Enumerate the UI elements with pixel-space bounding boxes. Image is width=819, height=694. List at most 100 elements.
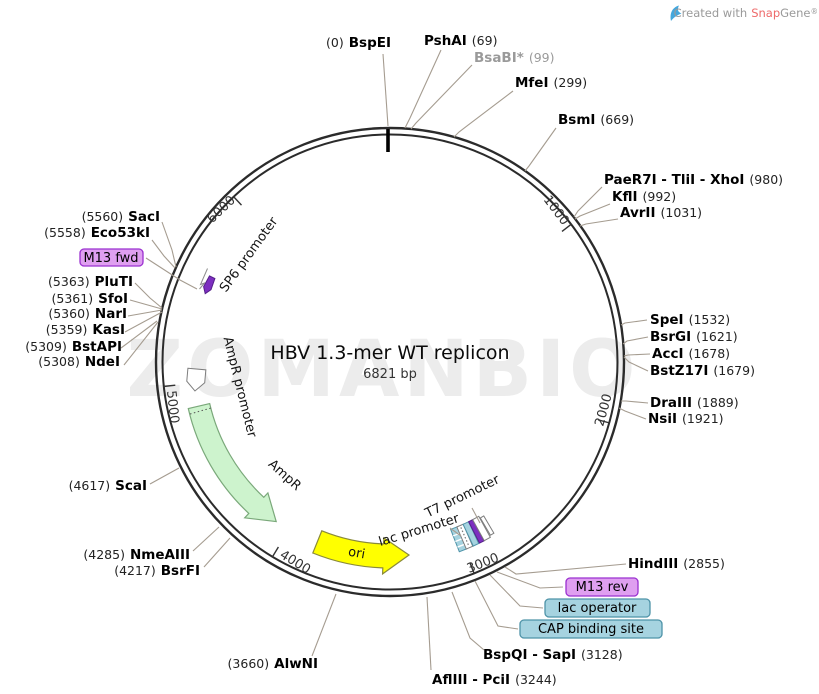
site-label-eco53ki: (5558) Eco53kI bbox=[44, 225, 150, 241]
leader-kfli bbox=[574, 203, 611, 220]
ori-label: ori bbox=[347, 545, 366, 563]
ampr-gene-arrow bbox=[187, 402, 278, 523]
leader-cap-binding-site bbox=[474, 580, 519, 630]
plasmid-title: HBV 1.3-mer WT replicon bbox=[270, 342, 509, 364]
leader-alwni bbox=[311, 593, 337, 657]
restriction-site-labels: (0) BspEI PshAI (69) BsaBI* (99) MfeI (299) … bbox=[25, 33, 783, 688]
leader-bstapi bbox=[120, 320, 158, 349]
leader-nari bbox=[127, 309, 163, 317]
backbone-inner-ring bbox=[161, 133, 619, 591]
site-label-paer7i-tlii-xhoi: PaeR7I - TliI - XhoI (980) bbox=[604, 172, 783, 188]
leader-paer7i bbox=[573, 186, 603, 218]
site-label-bsmi: BsmI (669) bbox=[558, 112, 634, 128]
t7-promoter-glyph-outline bbox=[479, 515, 495, 536]
sp6-promoter-arrow bbox=[203, 275, 216, 295]
snapgene-credit: Created with SnapGene® bbox=[670, 5, 818, 21]
credit-text: Created with SnapGene® bbox=[674, 6, 818, 20]
m13-fwd-box bbox=[79, 248, 144, 267]
tick-4000 bbox=[271, 546, 279, 558]
lac-operator-box bbox=[544, 598, 651, 618]
site-label-nari: (5360) NarI bbox=[48, 306, 127, 322]
leader-bstz17i bbox=[623, 356, 649, 372]
site-label-kfli: KflI (992) bbox=[612, 189, 676, 205]
snapgene-logo-icon bbox=[670, 5, 682, 21]
leader-pshai bbox=[404, 49, 442, 129]
ori-arrow bbox=[312, 530, 411, 576]
site-label-acci: AccI (1678) bbox=[652, 346, 730, 362]
watermark-text: ZOMANBIO bbox=[127, 325, 640, 415]
lac-operator-label: lac operator bbox=[558, 601, 637, 616]
leader-afliii bbox=[426, 596, 432, 671]
site-label-bsabi: BsaBI* (99) bbox=[474, 50, 554, 66]
leader-bsmi bbox=[524, 127, 557, 172]
leader-spei bbox=[620, 319, 648, 326]
leader-bspqi bbox=[451, 591, 485, 651]
scale-label-4000: 4000 bbox=[277, 548, 313, 578]
m13-fwd-label: M13 fwd bbox=[83, 251, 138, 266]
tick-5000 bbox=[163, 384, 176, 388]
leader-sfoi bbox=[129, 299, 163, 310]
site-label-spei: SpeI (1532) bbox=[650, 312, 730, 328]
boxed-feature-labels: M13 fwd M13 rev lac operator CAP binding… bbox=[79, 248, 663, 639]
leader-bsrgi bbox=[622, 336, 649, 345]
mcs-feature-glyphs bbox=[449, 515, 495, 553]
leader-lac-operator bbox=[489, 574, 544, 609]
site-label-bstapi: (5309) BstAPI bbox=[25, 339, 122, 355]
leader-avrii bbox=[579, 218, 619, 227]
site-label-mfei: MfeI (299) bbox=[515, 75, 587, 91]
site-label-bsrgi: BsrGI (1621) bbox=[650, 329, 738, 345]
t7-promoter-label: T7 promoter bbox=[422, 472, 503, 522]
site-label-nsii: NsiI (1921) bbox=[648, 411, 724, 427]
m13-fwd-primer-glyph bbox=[199, 268, 208, 290]
site-label-sfoi: (5361) SfoI bbox=[52, 291, 128, 307]
site-label-pluti: (5363) PluTI bbox=[48, 274, 133, 290]
leader-nsii bbox=[618, 407, 647, 420]
m13-rev-label: M13 rev bbox=[576, 580, 629, 595]
cap-binding-site-box bbox=[519, 619, 663, 639]
leader-kasi bbox=[124, 311, 163, 333]
lac-promoter-label: lac promoter bbox=[377, 511, 462, 550]
leader-saci bbox=[161, 221, 177, 268]
site-label-pshai: PshAI (69) bbox=[424, 33, 497, 49]
site-label-bstz17i: BstZ17I (1679) bbox=[650, 363, 755, 379]
site-label-kasi: (5359) KasI bbox=[46, 322, 125, 338]
site-label-alwni: (3660) AlwNI bbox=[228, 656, 318, 672]
site-label-saci: (5560) SacI bbox=[82, 209, 160, 225]
scale-label-3000: 3000 bbox=[465, 551, 501, 577]
scale-ticks bbox=[163, 195, 610, 575]
leader-mfei bbox=[453, 90, 514, 138]
scale-label-5000: 5000 bbox=[163, 390, 181, 425]
leader-bspei bbox=[382, 53, 389, 127]
site-label-bsrfi: (4217) BsrFI bbox=[114, 563, 200, 579]
leader-m13-rev bbox=[496, 571, 564, 589]
sp6-promoter-label: SP6 promoter bbox=[217, 214, 282, 295]
tick-3000 bbox=[469, 562, 475, 575]
leader-nmeaiii bbox=[192, 526, 220, 552]
tick-2000 bbox=[597, 419, 610, 424]
leader-t7-promoter bbox=[471, 507, 481, 524]
t7-promoter-glyph bbox=[471, 515, 492, 542]
leader-m13-fwd bbox=[145, 257, 198, 290]
site-label-bspei: (0) BspEI bbox=[326, 35, 391, 51]
site-label-draiii: DraIII (1889) bbox=[650, 395, 739, 411]
site-label-bspqi-sapi: BspQI - SapI (3128) bbox=[483, 647, 623, 663]
site-label-ndei: (5308) NdeI bbox=[38, 354, 120, 370]
site-label-scai: (4617) ScaI bbox=[69, 478, 147, 494]
ampr-label: AmpR bbox=[265, 457, 304, 494]
tick-1000 bbox=[561, 223, 572, 232]
leader-bsrfi bbox=[203, 537, 231, 568]
leader-ndei bbox=[123, 321, 159, 366]
leader-eco53ki bbox=[151, 239, 176, 269]
plasmid-length: 6821 bp bbox=[363, 367, 417, 382]
leader-lac-promoter bbox=[449, 527, 462, 537]
leader-lines bbox=[120, 49, 651, 671]
ampr-promoter-arrow bbox=[186, 367, 207, 392]
leader-pluti bbox=[134, 282, 163, 309]
leader-hindiii bbox=[504, 563, 627, 575]
leader-draiii bbox=[621, 400, 649, 404]
leader-acci bbox=[623, 353, 651, 357]
leader-scai bbox=[149, 467, 180, 485]
plasmid-backbone bbox=[154, 126, 626, 598]
